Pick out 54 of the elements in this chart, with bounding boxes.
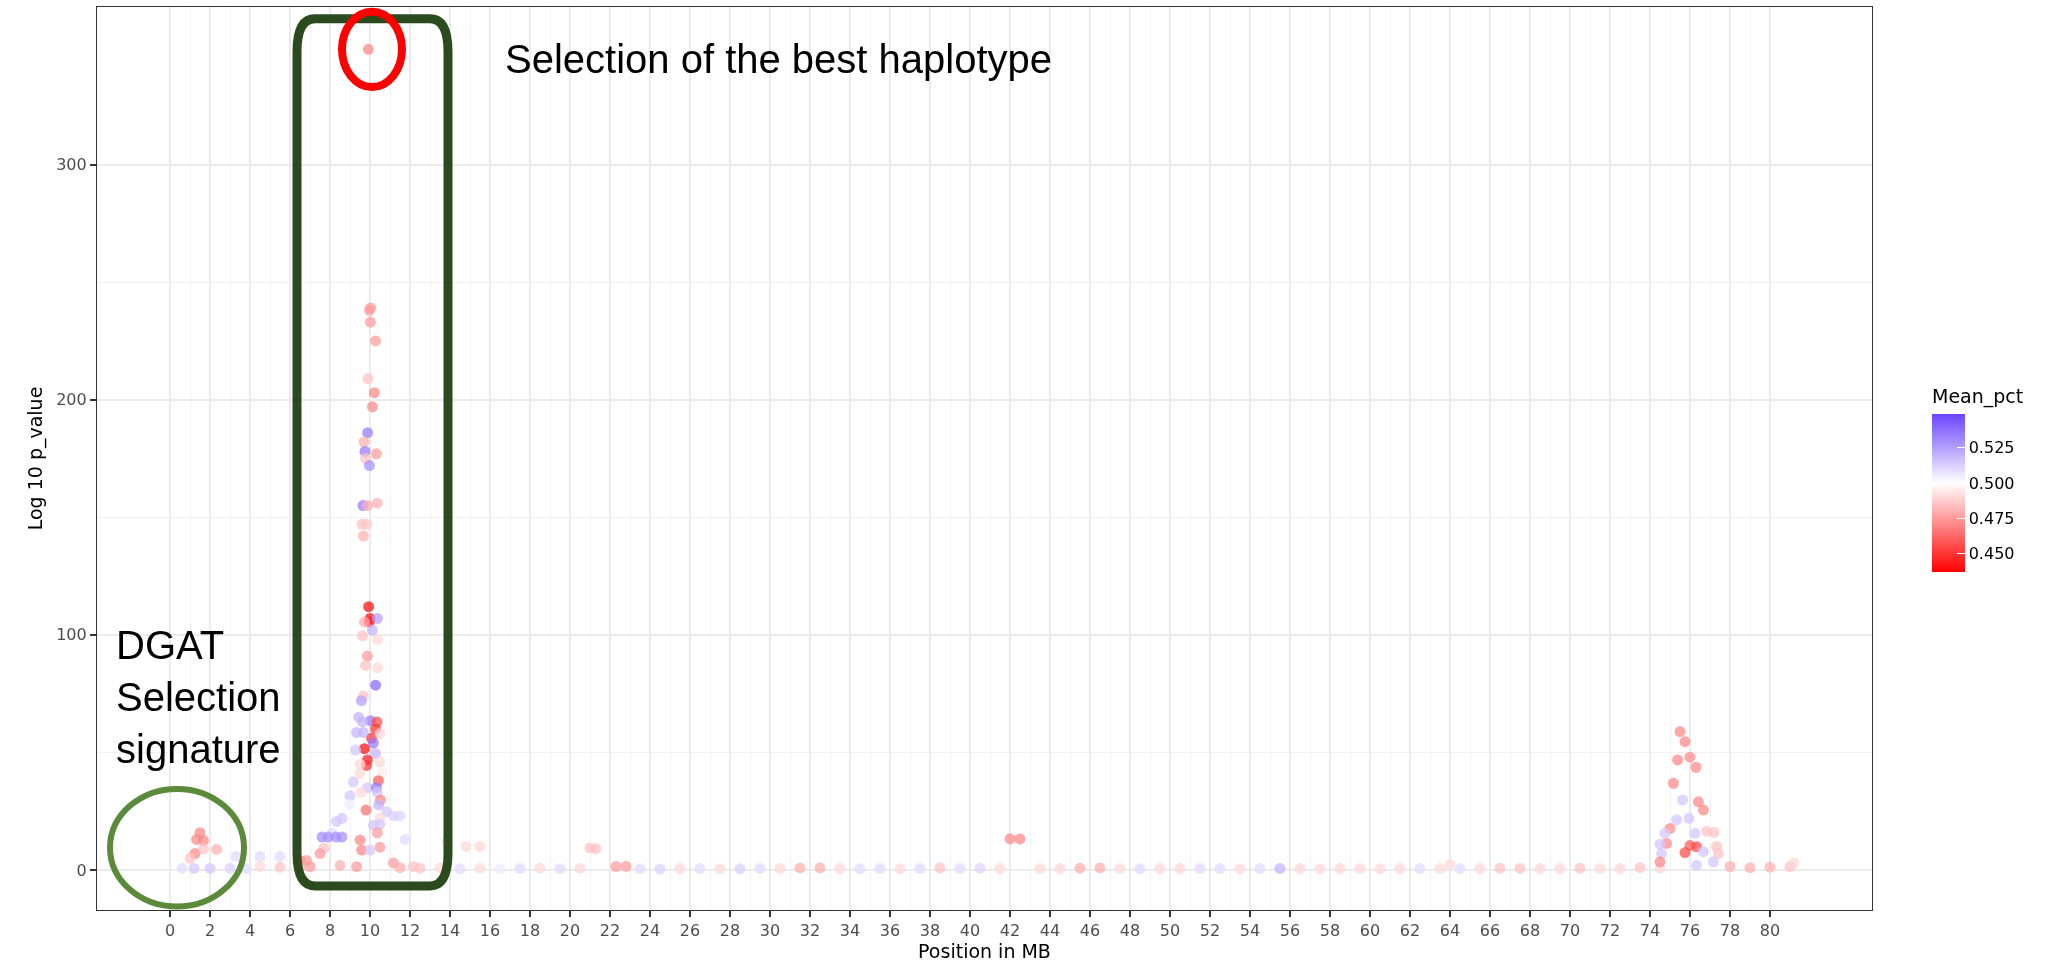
x-tick-label: 0 [164, 921, 176, 941]
annotation: Selection of the best haplotype [505, 37, 1053, 81]
x-tick-label: 28 [719, 921, 741, 941]
x-tick-label: 22 [599, 921, 621, 941]
x-tick-label: 58 [1319, 921, 1341, 941]
y-tick-label: 0 [76, 860, 87, 880]
x-tick-label: 76 [1679, 921, 1701, 941]
x-tick-label: 60 [1359, 921, 1381, 941]
color-bar-title: Mean_pct [1932, 385, 2024, 409]
x-tick-label: 32 [799, 921, 821, 941]
color-bar-label: 0.500 [1968, 473, 2015, 493]
x-tick-label: 14 [439, 921, 461, 941]
x-tick-label: 40 [959, 921, 981, 941]
x-tick-label: 72 [1599, 921, 1621, 941]
x-tick-label: 24 [639, 921, 661, 941]
x-tick-label: 66 [1479, 921, 1501, 941]
x-tick-label: 30 [759, 921, 781, 941]
x-tick-label: 52 [1199, 921, 1221, 941]
x-tick-label: 80 [1759, 921, 1781, 941]
x-tick-label: 34 [839, 921, 861, 941]
annotation: DGAT Selection signature [116, 623, 281, 771]
x-tick-label: 56 [1279, 921, 1301, 941]
x-tick-label: 44 [1039, 921, 1061, 941]
x-tick-label: 8 [324, 921, 336, 941]
y-tick-label: 300 [56, 155, 87, 175]
x-tick-label: 10 [359, 921, 381, 941]
color-bar-label: 0.450 [1968, 544, 2015, 564]
x-tick-label: 64 [1439, 921, 1461, 941]
x-tick-label: 74 [1639, 921, 1661, 941]
x-tick-label: 36 [879, 921, 901, 941]
x-tick-label: 78 [1719, 921, 1741, 941]
x-tick-label: 62 [1399, 921, 1421, 941]
y-tick-label: 100 [56, 625, 87, 645]
x-tick-label: 54 [1239, 921, 1261, 941]
x-tick-label: 68 [1519, 921, 1541, 941]
x-tick-label: 12 [399, 921, 421, 941]
x-tick-label: 26 [679, 921, 701, 941]
x-tick-label: 42 [999, 921, 1021, 941]
x-tick-label: 38 [919, 921, 941, 941]
x-axis-title: Position in MB [918, 940, 1051, 963]
x-tick-label: 48 [1119, 921, 1141, 941]
x-tick-label: 16 [479, 921, 501, 941]
x-tick-label: 6 [284, 921, 296, 941]
x-tick-label: 4 [244, 921, 256, 941]
x-tick-label: 50 [1159, 921, 1181, 941]
x-tick-label: 20 [559, 921, 581, 941]
x-tick-label: 2 [204, 921, 216, 941]
color-bar-label: 0.525 [1968, 438, 2015, 458]
x-tick-label: 18 [519, 921, 541, 941]
x-tick-label: 46 [1079, 921, 1101, 941]
x-tick-label: 70 [1559, 921, 1581, 941]
y-tick-label: 200 [56, 390, 87, 410]
y-axis-title: Log 10 p_value [24, 386, 47, 531]
color-bar-label: 0.475 [1968, 508, 2015, 528]
